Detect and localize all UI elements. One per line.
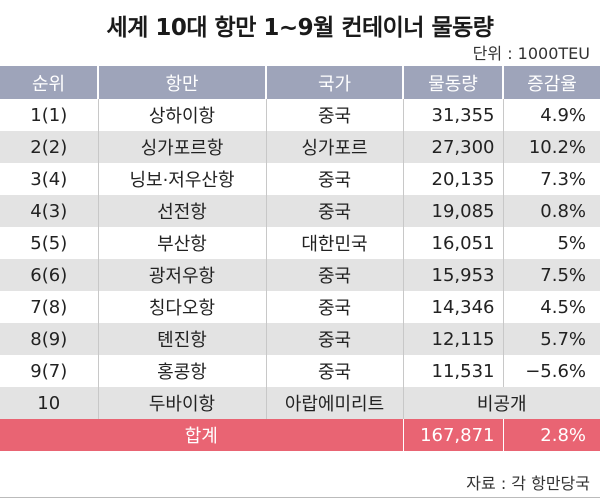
table-header-row: 순위 항만 국가 물동량 증감율 bbox=[0, 66, 600, 99]
table-row: 7(8) 칭다오항 중국 14,346 4.5% bbox=[0, 291, 600, 323]
port-cell: 싱가포르항 bbox=[97, 131, 266, 163]
table-row: 5(5) 부산항 대한민국 16,051 5% bbox=[0, 227, 600, 259]
country-cell: 대한민국 bbox=[265, 227, 403, 259]
port-cell: 톈진항 bbox=[97, 323, 266, 355]
header-change: 증감율 bbox=[502, 66, 600, 99]
total-label: 합계 bbox=[0, 419, 403, 451]
bottom-divider bbox=[0, 497, 600, 498]
rank-cell: 6(6) bbox=[0, 259, 98, 291]
port-cell: 닝보·저우산항 bbox=[97, 163, 266, 195]
port-cell: 상하이항 bbox=[97, 99, 266, 131]
rank-cell: 7(8) bbox=[0, 291, 98, 323]
header-country: 국가 bbox=[265, 66, 403, 99]
country-cell: 중국 bbox=[265, 195, 403, 227]
rank-cell: 8(9) bbox=[0, 323, 98, 355]
rank-cell: 10 bbox=[0, 387, 98, 419]
table-row: 9(7) 홍콩항 중국 11,531 −5.6% bbox=[0, 355, 600, 387]
port-cell: 두바이항 bbox=[97, 387, 266, 419]
port-cell: 홍콩항 bbox=[97, 355, 266, 387]
country-cell: 중국 bbox=[265, 99, 403, 131]
port-volume-table: 순위 항만 국가 물동량 증감율 1(1) 상하이항 중국 31,355 4.9… bbox=[0, 66, 600, 451]
table-row: 10 두바이항 아랍에미리트 비공개 bbox=[0, 387, 600, 419]
table-row: 8(9) 톈진항 중국 12,115 5.7% bbox=[0, 323, 600, 355]
country-cell: 중국 bbox=[265, 259, 403, 291]
port-cell: 선전항 bbox=[97, 195, 266, 227]
total-change: 2.8% bbox=[502, 419, 600, 451]
rank-cell: 2(2) bbox=[0, 131, 98, 163]
header-port: 항만 bbox=[97, 66, 266, 99]
port-cell: 칭다오항 bbox=[97, 291, 266, 323]
change-cell: 4.9% bbox=[502, 99, 600, 131]
volume-cell: 20,135 bbox=[402, 163, 503, 195]
country-cell: 중국 bbox=[265, 163, 403, 195]
change-cell: 5.7% bbox=[502, 323, 600, 355]
rank-cell: 3(4) bbox=[0, 163, 98, 195]
change-cell: 7.5% bbox=[502, 259, 600, 291]
country-cell: 싱가포르 bbox=[265, 131, 403, 163]
table-row: 4(3) 선전항 중국 19,085 0.8% bbox=[0, 195, 600, 227]
table-row: 6(6) 광저우항 중국 15,953 7.5% bbox=[0, 259, 600, 291]
volume-cell: 16,051 bbox=[402, 227, 503, 259]
volume-cell: 11,531 bbox=[402, 355, 503, 387]
volume-cell: 15,953 bbox=[402, 259, 503, 291]
volume-cell: 12,115 bbox=[402, 323, 503, 355]
volume-cell: 14,346 bbox=[402, 291, 503, 323]
rank-cell: 9(7) bbox=[0, 355, 98, 387]
change-cell: −5.6% bbox=[502, 355, 600, 387]
change-cell: 10.2% bbox=[502, 131, 600, 163]
port-cell: 부산항 bbox=[97, 227, 266, 259]
page-title: 세계 10대 항만 1~9월 컨테이너 물동량 bbox=[106, 15, 494, 41]
change-cell: 5% bbox=[502, 227, 600, 259]
header-rank: 순위 bbox=[0, 66, 98, 99]
port-cell: 광저우항 bbox=[97, 259, 266, 291]
table-row: 3(4) 닝보·저우산항 중국 20,135 7.3% bbox=[0, 163, 600, 195]
source-note: 자료 : 각 항만당국 bbox=[466, 474, 590, 493]
country-cell: 중국 bbox=[265, 355, 403, 387]
change-cell: 0.8% bbox=[502, 195, 600, 227]
total-volume: 167,871 bbox=[402, 419, 503, 451]
rank-cell: 5(5) bbox=[0, 227, 98, 259]
volume-cell: 31,355 bbox=[402, 99, 503, 131]
change-cell: 4.5% bbox=[502, 291, 600, 323]
country-cell: 중국 bbox=[265, 291, 403, 323]
volume-cell: 19,085 bbox=[402, 195, 503, 227]
volume-cell: 27,300 bbox=[402, 131, 503, 163]
table-row: 2(2) 싱가포르항 싱가포르 27,300 10.2% bbox=[0, 131, 600, 163]
header-volume: 물동량 bbox=[402, 66, 503, 99]
undisclosed-cell: 비공개 bbox=[402, 387, 600, 419]
rank-cell: 1(1) bbox=[0, 99, 98, 131]
unit-label: 단위 : 1000TEU bbox=[472, 44, 590, 63]
change-cell: 7.3% bbox=[502, 163, 600, 195]
rank-cell: 4(3) bbox=[0, 195, 98, 227]
country-cell: 아랍에미리트 bbox=[265, 387, 403, 419]
country-cell: 중국 bbox=[265, 323, 403, 355]
total-row: 합계 167,871 2.8% bbox=[0, 419, 600, 451]
table-row: 1(1) 상하이항 중국 31,355 4.9% bbox=[0, 99, 600, 131]
